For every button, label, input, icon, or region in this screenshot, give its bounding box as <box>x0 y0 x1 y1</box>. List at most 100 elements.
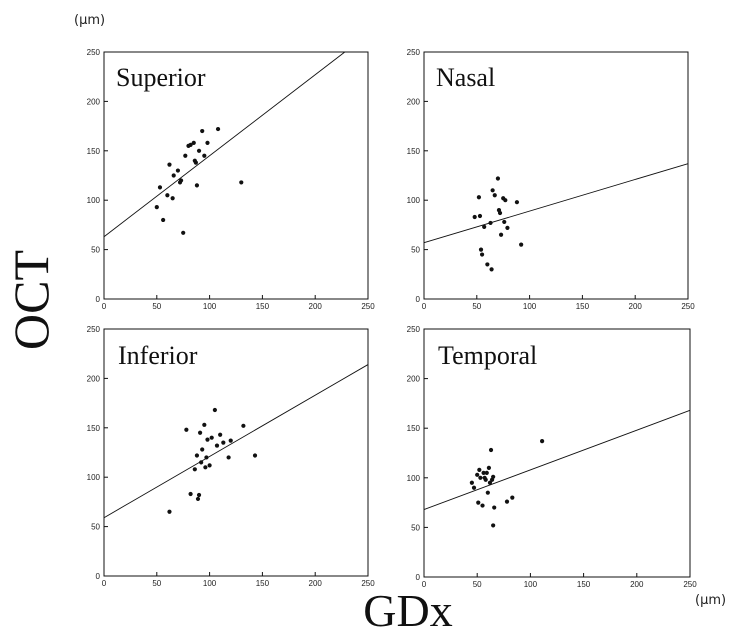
data-point <box>165 193 170 198</box>
data-point <box>188 491 193 497</box>
data-point <box>167 509 172 514</box>
data-point <box>477 213 483 219</box>
x-tick-label: 0 <box>102 579 107 588</box>
data-point <box>205 140 210 145</box>
data-point <box>157 185 163 190</box>
data-point <box>479 252 485 257</box>
data-point <box>170 196 175 201</box>
data-point <box>510 495 515 500</box>
data-point <box>183 153 188 158</box>
regression-line <box>103 51 346 238</box>
data-point <box>161 217 166 223</box>
x-tick-label: 50 <box>152 579 161 588</box>
data-point <box>488 447 494 453</box>
x-tick-label: 0 <box>422 302 427 311</box>
x-axis-label: GDx <box>363 585 452 629</box>
data-point <box>484 470 489 475</box>
data-point <box>191 140 196 145</box>
x-tick-label: 0 <box>102 302 107 311</box>
x-tick-label: 250 <box>361 579 375 588</box>
y-tick-label: 250 <box>87 325 101 334</box>
data-point <box>502 219 507 225</box>
data-point <box>193 160 198 165</box>
x-tick-label: 150 <box>577 580 591 589</box>
panel-title: Temporal <box>438 341 537 370</box>
data-point <box>188 142 193 147</box>
y-axis-label: OCT <box>3 250 59 350</box>
y-tick-label: 150 <box>87 424 101 433</box>
y-tick-label: 0 <box>416 573 421 582</box>
data-point <box>175 168 181 173</box>
data-point <box>178 178 184 183</box>
data-point <box>540 438 545 444</box>
data-point <box>205 437 210 442</box>
data-point <box>203 465 208 470</box>
x-tick-label: 150 <box>256 302 270 311</box>
data-point <box>498 232 504 237</box>
data-point <box>199 460 204 465</box>
data-point <box>197 430 203 435</box>
data-point <box>472 214 477 220</box>
data-point <box>184 427 189 432</box>
data-point <box>196 492 202 498</box>
data-point <box>488 220 493 226</box>
y-tick-label: 50 <box>91 246 100 255</box>
data-point <box>202 422 207 427</box>
data-point <box>215 126 221 132</box>
y-tick-label: 100 <box>87 196 101 205</box>
data-point <box>241 423 246 428</box>
x-tick-label: 100 <box>203 302 217 311</box>
data-point <box>471 485 477 490</box>
data-point <box>218 432 223 437</box>
data-point <box>469 480 474 485</box>
data-point <box>221 440 226 445</box>
data-point <box>167 162 172 167</box>
y-tick-label: 150 <box>407 424 421 433</box>
data-point <box>482 224 487 229</box>
y-tick-label: 50 <box>91 523 100 532</box>
data-point <box>478 475 483 480</box>
data-point <box>503 198 508 203</box>
data-point <box>476 500 481 505</box>
y-tick-label: 250 <box>87 48 101 57</box>
y-tick-label: 50 <box>411 523 420 532</box>
y-tick-label: 50 <box>411 246 420 255</box>
y-tick-label: 200 <box>87 374 101 383</box>
data-point <box>214 443 220 448</box>
y-tick-label: 200 <box>407 375 421 384</box>
data-point <box>196 148 202 153</box>
y-unit-label: (μm) <box>74 13 105 28</box>
data-point <box>204 455 209 460</box>
data-point <box>200 128 205 134</box>
data-point <box>505 225 510 230</box>
x-tick-label: 200 <box>630 580 644 589</box>
x-tick-label: 0 <box>422 580 427 589</box>
data-point <box>480 503 485 508</box>
y-tick-label: 100 <box>407 196 421 205</box>
plot-frame <box>103 51 369 300</box>
panel-inferior: 0 50 100 150 200 250 0 50 100 150 200 250 Inferior <box>87 325 376 588</box>
y-tick-label: 200 <box>407 97 421 106</box>
y-tick-label: 250 <box>407 325 421 334</box>
y-tick-label: 150 <box>87 147 101 156</box>
x-tick-label: 200 <box>309 579 323 588</box>
regression-line <box>423 163 689 244</box>
panel-title: Inferior <box>118 341 198 370</box>
data-point <box>478 247 484 252</box>
y-tick-label: 200 <box>87 97 101 106</box>
data-point <box>200 447 205 452</box>
data-point <box>481 470 486 475</box>
data-point <box>497 210 503 216</box>
y-tick-label: 0 <box>96 572 101 581</box>
x-tick-label: 250 <box>361 302 375 311</box>
data-point <box>485 262 490 267</box>
x-tick-label: 150 <box>256 579 270 588</box>
regression-line <box>103 364 369 519</box>
data-point <box>475 472 480 477</box>
data-point <box>492 193 497 198</box>
regression-line <box>423 409 691 510</box>
data-point <box>195 496 201 502</box>
x-tick-label: 100 <box>203 579 217 588</box>
data-point <box>202 153 207 158</box>
